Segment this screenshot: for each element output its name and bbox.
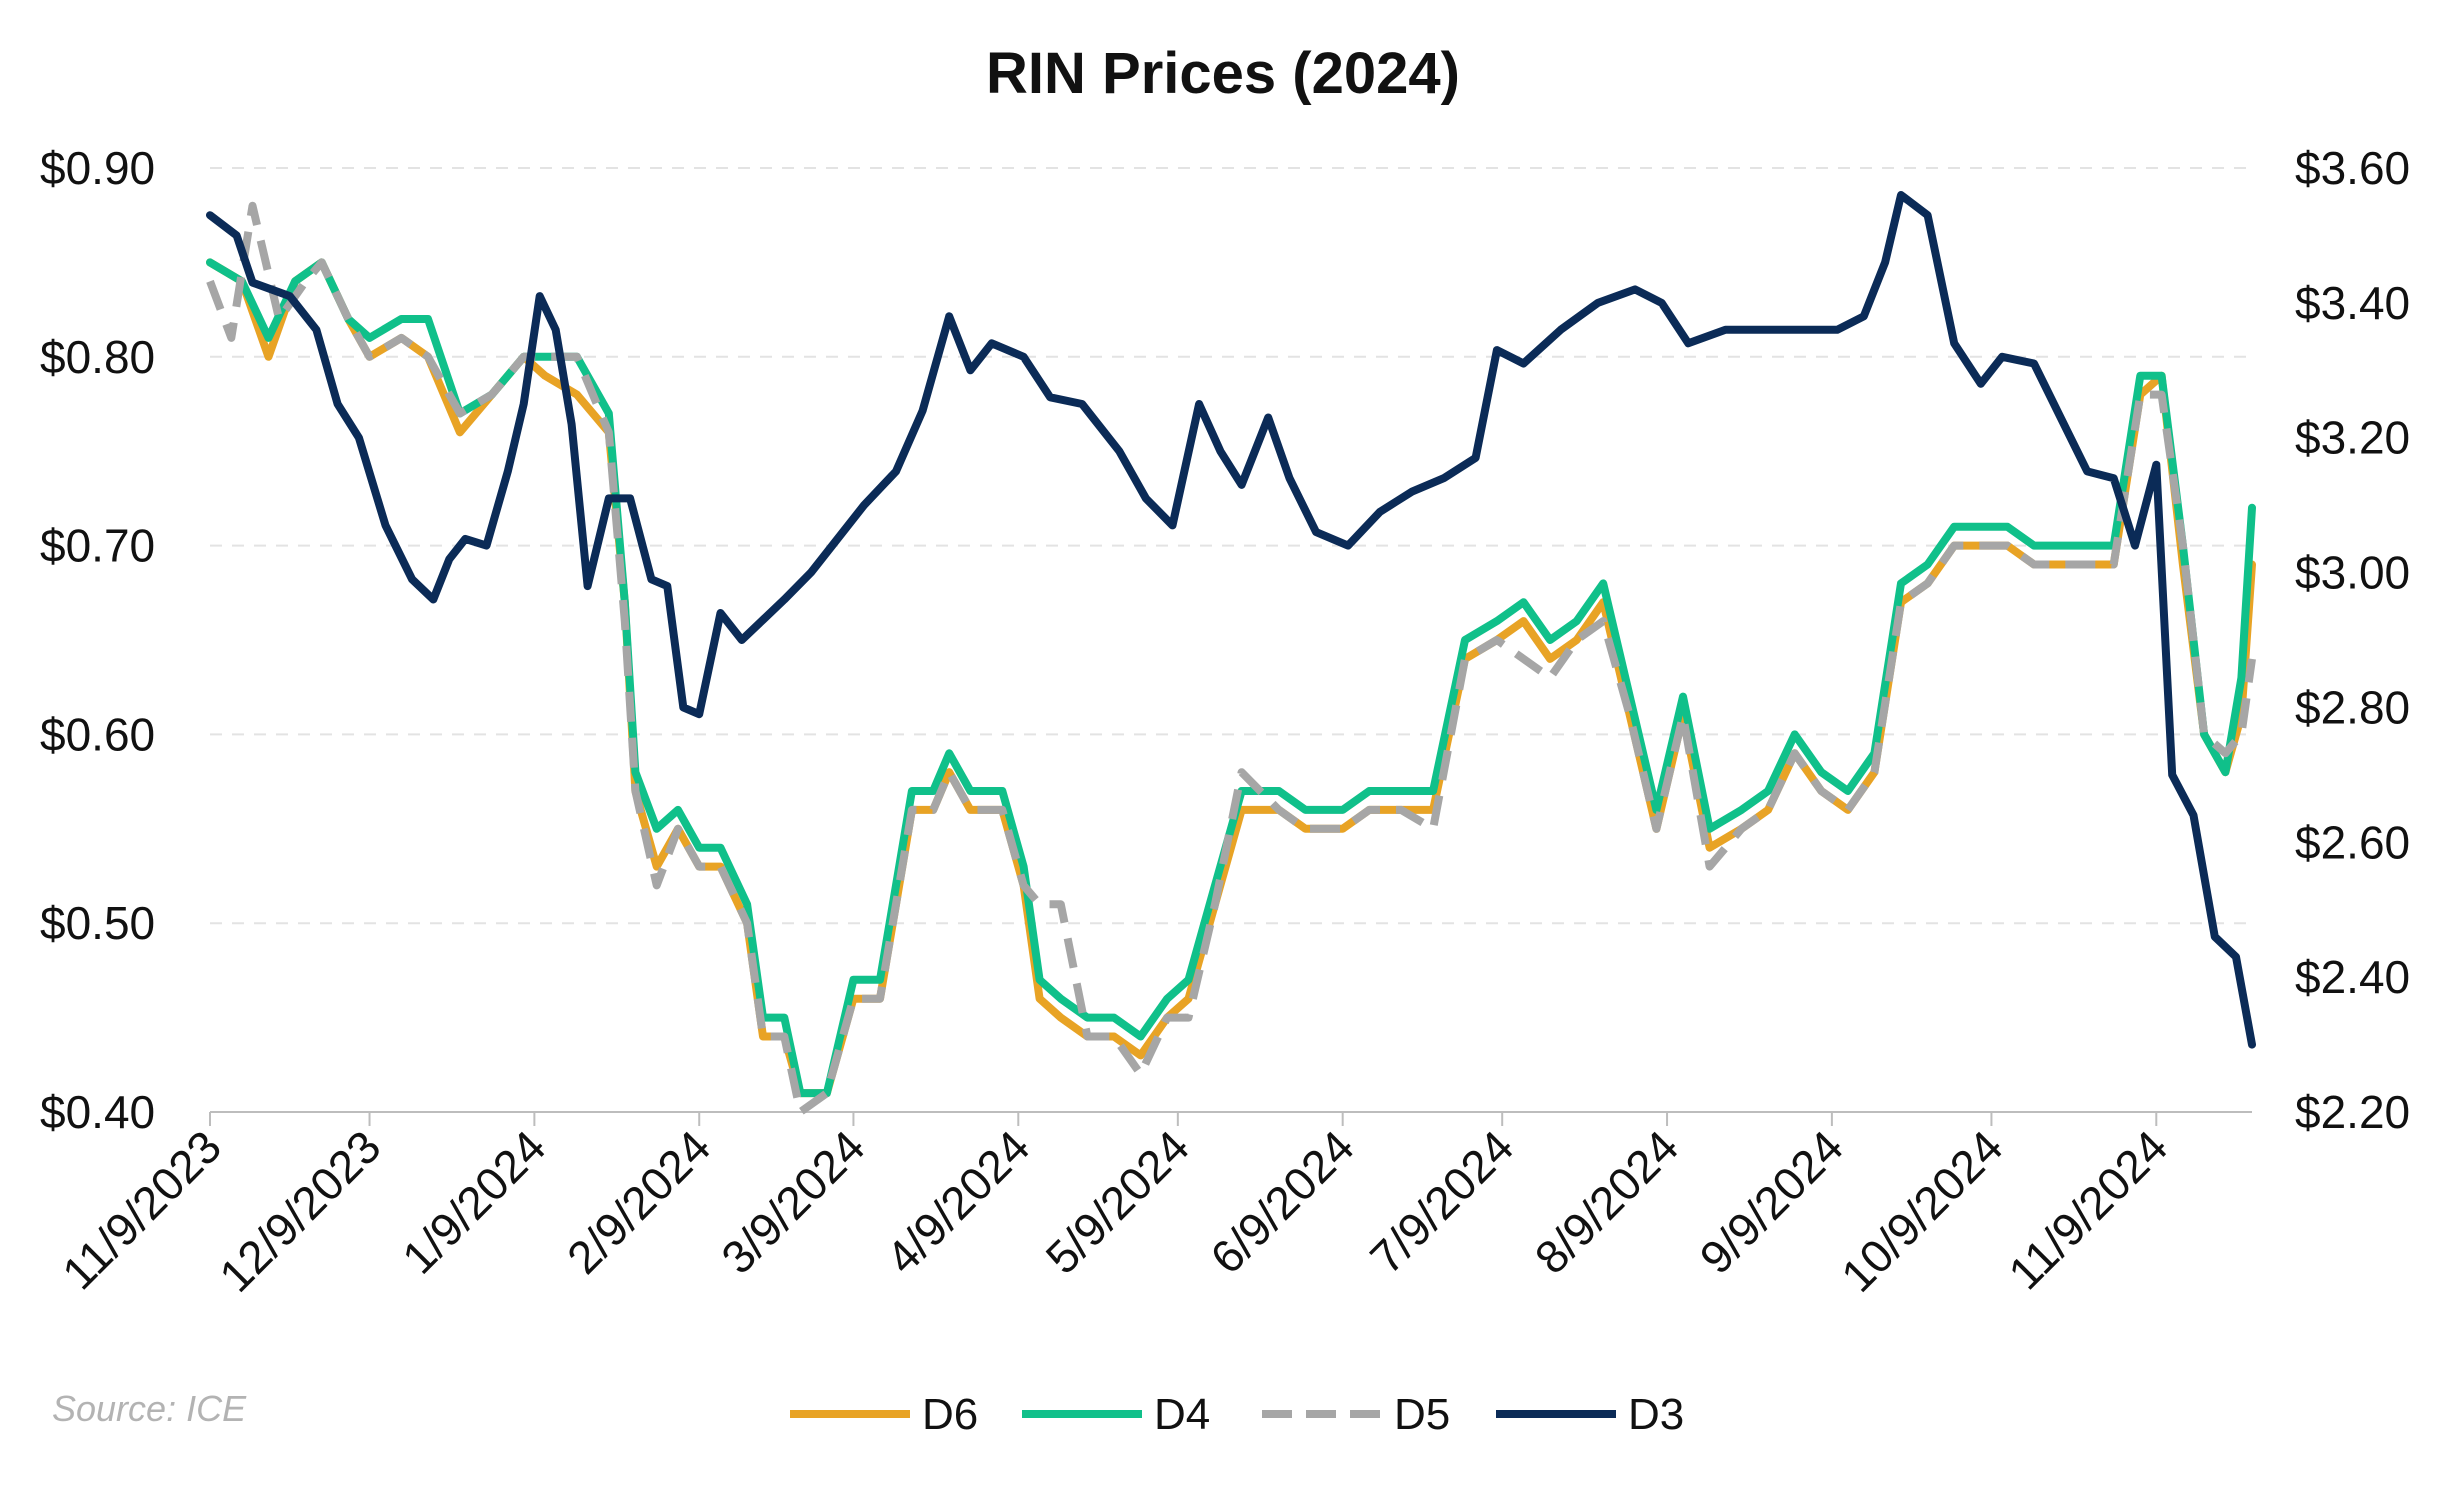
series-line-d6 bbox=[206, 258, 2256, 1098]
series-lines bbox=[206, 191, 2256, 1116]
x-tick-label: 12/9/2023 bbox=[209, 1120, 390, 1301]
chart-title: RIN Prices (2024) bbox=[986, 41, 1460, 106]
x-tick-label: 9/9/2024 bbox=[1690, 1120, 1853, 1283]
x-tick-label: 8/9/2024 bbox=[1525, 1120, 1688, 1283]
x-tick-label: 6/9/2024 bbox=[1200, 1120, 1363, 1283]
legend: D6 D4 D5 D3 bbox=[790, 1390, 1684, 1439]
y-left-tick-label: $0.60 bbox=[40, 708, 155, 760]
legend-label-d6: D6 bbox=[922, 1390, 978, 1439]
x-tick-label: 5/9/2024 bbox=[1036, 1120, 1199, 1283]
legend-label-d3: D3 bbox=[1628, 1390, 1684, 1439]
series-line-d3 bbox=[206, 191, 2256, 1049]
series-line-d5 bbox=[206, 201, 2256, 1116]
y-left-tick-label: $0.70 bbox=[40, 520, 155, 572]
y-left-tick-label: $0.50 bbox=[40, 897, 155, 949]
y-left-tick-label: $0.80 bbox=[40, 331, 155, 383]
legend-label-d4: D4 bbox=[1154, 1390, 1210, 1439]
y-right-tick-label: $2.40 bbox=[2295, 951, 2410, 1003]
y-right-tick-label: $3.40 bbox=[2295, 277, 2410, 329]
x-tick-label: 2/9/2024 bbox=[557, 1120, 720, 1283]
y-right-tick-label: $3.60 bbox=[2295, 142, 2410, 194]
y-left-tick-label: $0.40 bbox=[40, 1086, 155, 1138]
axes: $0.40 $0.50 $0.60 $0.70 $0.80 $0.90 $2.20 $2.40… bbox=[40, 142, 2410, 1302]
y-left-tick-label: $0.90 bbox=[40, 142, 155, 194]
y-right-tick-label: $2.60 bbox=[2295, 816, 2410, 868]
x-tick-label: 11/9/2024 bbox=[1998, 1120, 2177, 1299]
x-tick-label: 3/9/2024 bbox=[711, 1120, 874, 1283]
y-right-tick-label: $3.20 bbox=[2295, 412, 2410, 464]
y-right-tick-label: $2.20 bbox=[2295, 1086, 2410, 1138]
x-tick-label: 4/9/2024 bbox=[876, 1120, 1039, 1283]
series-line-d4 bbox=[206, 258, 2256, 1098]
legend-label-d5: D5 bbox=[1394, 1390, 1450, 1439]
x-tick-label: 1/9/2024 bbox=[392, 1120, 555, 1283]
y-right-tick-label: $2.80 bbox=[2295, 681, 2410, 733]
source-note: Source: ICE bbox=[52, 1388, 247, 1429]
y-right-tick-label: $3.00 bbox=[2295, 547, 2410, 599]
x-tick-label: 11/9/2023 bbox=[52, 1120, 231, 1299]
x-tick-label: 7/9/2024 bbox=[1360, 1120, 1523, 1283]
x-tick-label: 10/9/2024 bbox=[1831, 1120, 2012, 1301]
